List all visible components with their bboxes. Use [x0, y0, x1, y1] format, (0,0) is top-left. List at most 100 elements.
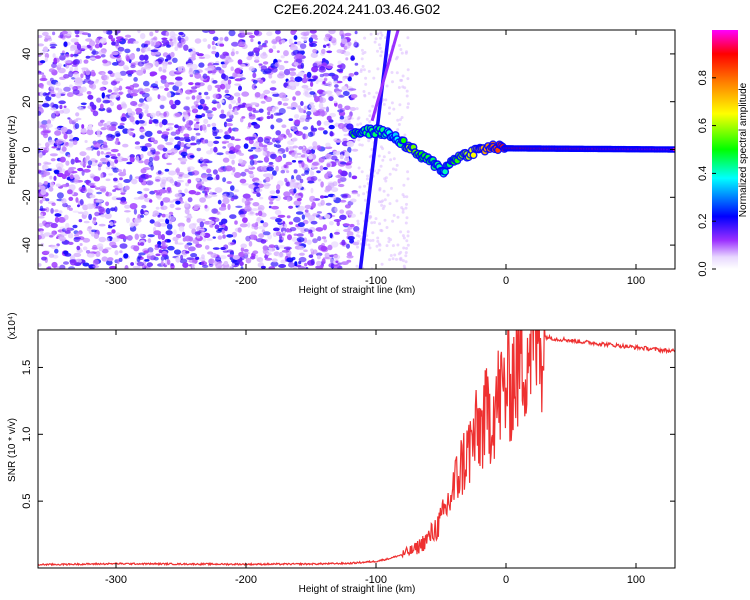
noise-cell	[98, 206, 105, 213]
noise-cell	[158, 66, 163, 72]
noise-cell	[230, 197, 235, 202]
noise-cell	[124, 265, 129, 269]
noise-cell	[266, 252, 272, 256]
noise-cell	[74, 157, 79, 163]
noise-cell	[78, 219, 83, 223]
noise-cell	[121, 157, 129, 162]
noise-cell	[196, 138, 201, 145]
noise-cell	[80, 127, 87, 134]
noise-cell	[291, 236, 299, 243]
noise-cell	[350, 94, 358, 99]
noise-cell	[63, 105, 67, 109]
noise-cell	[191, 95, 196, 100]
noise-cell	[60, 126, 68, 133]
noise-cell	[399, 230, 403, 234]
noise-cell	[275, 218, 282, 223]
noise-cell	[368, 246, 372, 250]
noise-cell	[77, 204, 80, 208]
noise-cell	[406, 230, 410, 234]
noise-cell	[326, 50, 333, 54]
noise-cell	[341, 261, 349, 265]
noise-cell	[68, 118, 73, 125]
x-tick-label: -100	[365, 275, 387, 287]
noise-cell	[42, 31, 49, 36]
noise-cell	[268, 247, 273, 253]
alias-streak	[370, 30, 400, 122]
noise-cell	[306, 239, 312, 245]
noise-cell	[102, 99, 111, 104]
noise-cell	[48, 68, 56, 73]
noise-cell	[166, 122, 174, 126]
noise-cell	[299, 178, 304, 184]
noise-cell	[370, 221, 374, 225]
noise-cell	[60, 52, 65, 56]
noise-cell	[193, 204, 201, 209]
noise-cell	[52, 53, 56, 58]
noise-cell	[338, 95, 345, 98]
noise-cell	[161, 131, 170, 136]
noise-cell	[104, 75, 110, 81]
noise-cell	[227, 79, 232, 85]
noise-cell	[221, 218, 228, 224]
noise-cell	[365, 177, 369, 181]
noise-cell	[179, 157, 188, 163]
noise-cell	[110, 101, 114, 107]
noise-cell	[369, 239, 372, 243]
noise-cell	[293, 216, 301, 223]
noise-cell	[59, 156, 66, 163]
snr-y-label: SNR (10 * v/v)	[7, 418, 18, 482]
noise-cell	[387, 151, 391, 155]
noise-cell	[338, 122, 345, 130]
noise-cell	[108, 225, 113, 229]
noise-cell	[378, 248, 382, 252]
noise-cell	[160, 222, 168, 227]
noise-cell	[161, 119, 168, 126]
noise-cell	[114, 88, 118, 94]
noise-cell	[222, 157, 230, 163]
noise-cell	[157, 218, 166, 223]
noise-cell	[86, 91, 92, 95]
noise-cell	[260, 65, 267, 71]
noise-cell	[288, 81, 296, 87]
noise-cell	[246, 136, 253, 140]
noise-cell	[198, 56, 206, 59]
noise-cell	[155, 179, 161, 182]
noise-cell	[316, 260, 322, 266]
noise-cell	[150, 49, 159, 53]
noise-cell	[149, 71, 158, 76]
noise-cell	[55, 81, 61, 87]
noise-cell	[317, 127, 325, 131]
noise-cell	[307, 215, 316, 221]
noise-cell	[130, 101, 138, 106]
noise-cell	[219, 37, 224, 41]
noise-cell	[391, 219, 395, 223]
noise-cell	[120, 187, 127, 194]
noise-cell	[182, 237, 187, 242]
noise-cell	[101, 80, 109, 86]
noise-cell	[210, 252, 218, 259]
noise-cell	[195, 243, 203, 248]
noise-cell	[255, 238, 264, 243]
noise-cell	[107, 89, 113, 93]
noise-cell	[298, 117, 306, 123]
noise-cell	[389, 254, 393, 257]
noise-cell	[86, 129, 94, 136]
noise-cell	[67, 168, 73, 174]
noise-cell	[91, 229, 97, 233]
noise-cell	[251, 223, 259, 228]
noise-cell	[289, 44, 298, 51]
noise-cell	[405, 195, 409, 199]
spectrogram-x-ticks: -300 -200 -100 0 100	[105, 30, 645, 287]
noise-cell	[379, 54, 383, 58]
noise-cell	[39, 72, 45, 75]
noise-cell	[362, 90, 366, 93]
noise-cell	[336, 49, 343, 54]
noise-cell	[298, 108, 305, 113]
noise-cell	[111, 93, 120, 98]
noise-cell	[102, 59, 108, 64]
noise-cell	[186, 166, 195, 171]
noise-cell	[295, 131, 304, 136]
noise-cell	[139, 128, 146, 132]
tone-point	[401, 137, 407, 144]
noise-cell	[328, 263, 335, 268]
